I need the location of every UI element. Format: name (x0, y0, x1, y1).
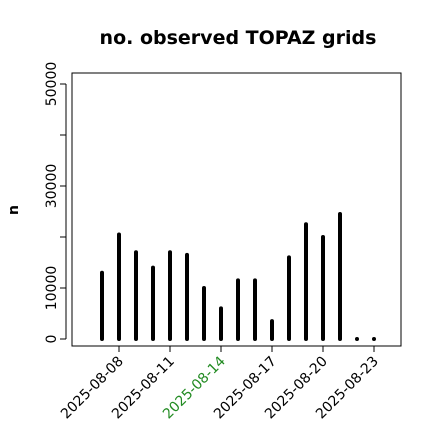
bar (372, 337, 376, 341)
y-axis: 0 10000 30000 50000 (44, 62, 67, 344)
y-tick-label: 50000 (44, 62, 60, 107)
y-tick-label: 10000 (44, 266, 60, 311)
bar (355, 337, 359, 341)
y-tick-label: 30000 (44, 164, 60, 209)
y-tick-label: 0 (44, 335, 60, 344)
bars (100, 212, 376, 341)
chart-title: no. observed TOPAZ grids (100, 27, 377, 49)
y-axis-label: n (6, 205, 22, 215)
x-axis: 2025-08-082025-08-112025-08-142025-08-17… (58, 345, 382, 422)
